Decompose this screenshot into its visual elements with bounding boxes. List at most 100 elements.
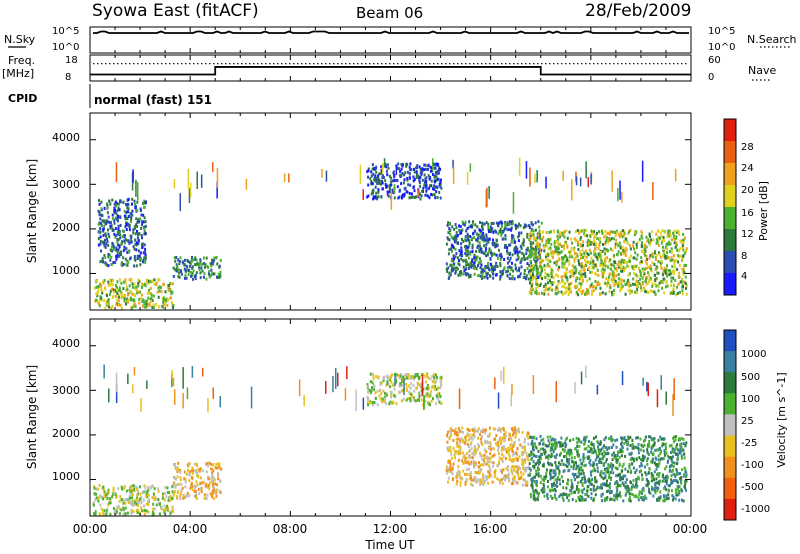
data-pixel	[645, 477, 648, 481]
data-pixel	[616, 269, 619, 273]
data-pixel	[567, 451, 570, 455]
data-pixel	[547, 247, 550, 251]
data-pixel	[586, 252, 589, 256]
power-ytick-1000: 1000	[52, 264, 80, 277]
data-pixel	[607, 231, 609, 235]
data-pixel	[439, 376, 442, 380]
data-pixel	[129, 257, 131, 261]
data-pixel	[500, 478, 503, 482]
data-pixel	[508, 437, 510, 441]
data-pixel	[568, 290, 571, 294]
data-pixel	[666, 251, 669, 255]
data-pixel	[548, 488, 551, 492]
data-pixel	[130, 220, 132, 224]
data-pixel	[382, 174, 384, 178]
data-pixel	[665, 268, 668, 272]
data-pixel	[102, 227, 105, 231]
data-pixel	[647, 291, 650, 295]
data-pixel	[510, 277, 513, 281]
data-pixel	[448, 271, 451, 275]
data-pixel	[454, 271, 457, 275]
data-pixel	[534, 260, 537, 263]
data-pixel	[464, 239, 467, 243]
data-pixel	[176, 475, 179, 479]
data-pixel	[129, 296, 132, 300]
data-pixel	[464, 472, 467, 476]
data-pixel	[452, 259, 455, 263]
data-pixel	[615, 229, 618, 233]
data-pixel	[611, 279, 614, 283]
data-pixel	[605, 498, 608, 502]
data-pixel	[127, 250, 130, 254]
data-pixel	[527, 465, 530, 469]
data-pixel	[473, 430, 476, 434]
data-pixel	[513, 477, 516, 481]
data-pixel	[684, 482, 687, 486]
data-pixel	[528, 224, 530, 228]
data-pixel	[557, 237, 560, 241]
data-pixel	[211, 261, 214, 265]
data-pixel	[640, 245, 643, 249]
data-pixel	[388, 190, 391, 194]
data-pixel	[519, 443, 522, 447]
data-pixel	[526, 246, 529, 250]
data-pixel	[380, 165, 383, 169]
data-pixel	[499, 261, 502, 265]
data-pixel	[520, 475, 523, 479]
data-pixel	[178, 271, 181, 275]
data-pixel	[135, 264, 138, 268]
data-pixel	[501, 273, 503, 277]
data-pixel	[472, 428, 474, 432]
data-pixel	[433, 376, 436, 380]
data-pixel	[529, 251, 532, 255]
data-pixel	[384, 391, 386, 395]
data-pixel	[547, 444, 550, 448]
data-pixel	[93, 492, 96, 496]
data-pixel	[468, 225, 471, 229]
data-pixel	[106, 263, 108, 267]
data-pixel	[512, 430, 515, 434]
data-pixel	[118, 208, 121, 212]
data-pixel	[210, 268, 213, 272]
data-pixel	[416, 164, 419, 168]
data-pixel	[550, 268, 553, 272]
data-pixel	[685, 286, 687, 290]
data-pixel	[556, 251, 559, 255]
data-pixel	[452, 439, 455, 442]
data-pixel	[132, 231, 135, 235]
data-pixel	[143, 504, 146, 508]
data-pixel	[367, 390, 369, 394]
data-pixel	[467, 445, 470, 449]
data-pixel	[139, 256, 142, 260]
data-pixel	[586, 243, 589, 247]
data-pixel	[486, 460, 489, 464]
data-pixel	[95, 492, 97, 496]
data-pixel	[542, 235, 545, 239]
data-pixel	[586, 493, 589, 497]
data-pixel	[211, 489, 214, 493]
data-pixel	[471, 223, 474, 227]
data-pixel	[616, 497, 619, 501]
data-pixel	[540, 488, 543, 492]
data-pixel	[600, 470, 603, 474]
data-pixel	[196, 471, 199, 475]
data-pixel	[380, 195, 383, 199]
data-pixel	[137, 284, 140, 288]
data-pixel	[514, 426, 516, 430]
data-pixel	[603, 235, 606, 239]
data-pixel	[653, 290, 656, 294]
data-streak	[585, 161, 587, 179]
data-pixel	[583, 251, 586, 255]
data-pixel	[481, 223, 484, 227]
data-pixel	[652, 238, 655, 242]
data-pixel	[636, 275, 639, 279]
data-pixel	[447, 480, 449, 484]
data-pixel	[459, 480, 462, 484]
data-pixel	[144, 232, 147, 236]
data-pixel	[113, 232, 116, 236]
velocity-panel: Slant Range [km] 1000 2000 3000 4000 Vel…	[25, 318, 788, 521]
data-pixel	[607, 249, 610, 253]
data-pixel	[622, 483, 625, 487]
data-pixel	[612, 451, 615, 455]
data-pixel	[655, 266, 658, 270]
